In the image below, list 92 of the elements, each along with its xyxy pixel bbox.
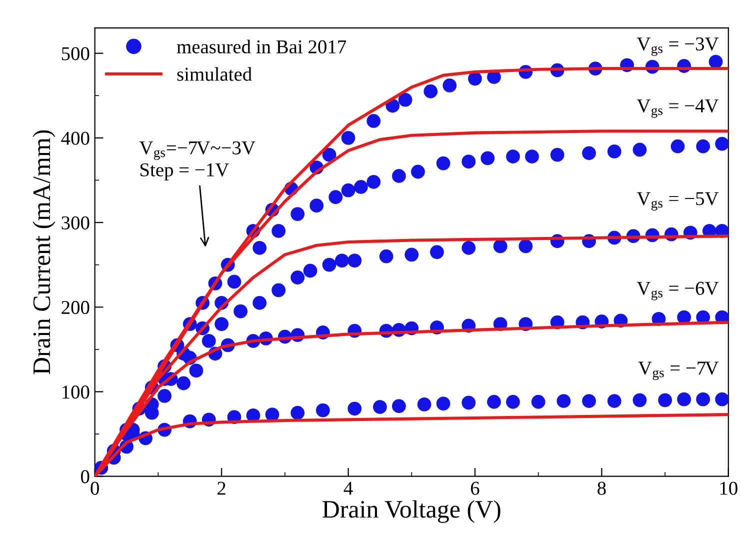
y-tick-label: 400 [61, 132, 90, 145]
point [430, 245, 444, 260]
point [424, 84, 438, 98]
point [234, 304, 248, 318]
point [290, 270, 305, 284]
point [506, 394, 520, 409]
point [404, 248, 419, 262]
point [677, 310, 691, 324]
point [556, 394, 571, 408]
point [348, 402, 362, 416]
point [322, 148, 336, 162]
point [176, 376, 190, 390]
point [436, 156, 450, 170]
point [715, 392, 728, 406]
point [715, 136, 728, 151]
point [252, 240, 267, 255]
annotation: V$_{gs}$ = −4V [636, 99, 719, 118]
point [316, 403, 330, 418]
point [493, 239, 508, 254]
x-tick-label: 6 [470, 482, 480, 495]
point [354, 180, 368, 194]
point [531, 394, 546, 409]
point [328, 190, 343, 204]
y-axis-title: Drain Current (mA/mm) [32, 130, 56, 374]
point [708, 54, 723, 69]
x-tick-label: 4 [344, 482, 353, 495]
point [214, 317, 229, 331]
point [462, 396, 476, 410]
point [366, 174, 381, 189]
annotation: V$_{gs}$=−7V~−3V Step = −1V [139, 141, 256, 180]
legend-label: measured in Bai 2017 [176, 40, 346, 54]
point [462, 240, 476, 255]
legend-label: simulated [177, 67, 252, 81]
point [550, 148, 564, 162]
point [202, 334, 216, 348]
y-tick-label: 0 [81, 470, 90, 484]
point [392, 169, 406, 183]
point [303, 264, 318, 278]
point [480, 151, 495, 166]
x-tick-label: 8 [598, 482, 606, 495]
point [436, 396, 450, 411]
point [487, 394, 501, 409]
x-tick-label: 2 [218, 482, 226, 495]
point [227, 274, 242, 289]
point [310, 198, 324, 213]
point [468, 72, 482, 86]
point [322, 258, 336, 272]
point [252, 296, 267, 310]
annotation: V$_{gs}$ = −3V [636, 37, 719, 56]
point [417, 397, 432, 412]
point [366, 114, 381, 128]
annotation: V$_{gs}$ = −7V [638, 362, 719, 380]
x-tick-label: 0 [90, 482, 99, 495]
point [506, 150, 520, 164]
point [670, 139, 685, 154]
point [518, 239, 533, 254]
point [658, 393, 672, 408]
y-tick-label: 500 [62, 47, 90, 60]
y-tick-label: 300 [62, 216, 90, 230]
point [607, 144, 622, 158]
point [632, 142, 647, 157]
point [582, 394, 596, 408]
point [272, 283, 286, 298]
point [189, 364, 204, 378]
point [290, 406, 305, 420]
point [341, 130, 356, 145]
point [290, 207, 305, 221]
point [158, 389, 172, 403]
point [632, 393, 647, 408]
x-axis-title: Drain Voltage (V) [322, 500, 500, 523]
point [607, 394, 622, 408]
point [582, 146, 596, 160]
point [525, 150, 539, 164]
point [334, 254, 349, 268]
x-tick-label: 10 [720, 482, 738, 495]
point [379, 249, 394, 264]
point [398, 92, 412, 107]
point [373, 400, 387, 414]
annotation: V$_{gs}$ = −5V [636, 192, 719, 211]
point [696, 392, 710, 406]
point [442, 78, 457, 92]
point [411, 164, 425, 179]
y-tick-label: 200 [62, 300, 90, 314]
point [677, 392, 691, 406]
point [341, 183, 356, 198]
annotation: V$_{gs}$ = −6V [636, 282, 719, 300]
point [696, 139, 710, 154]
point [462, 154, 476, 169]
y-tick-label: 100 [62, 386, 90, 399]
point [392, 399, 406, 414]
point [348, 254, 362, 268]
point [272, 224, 286, 238]
